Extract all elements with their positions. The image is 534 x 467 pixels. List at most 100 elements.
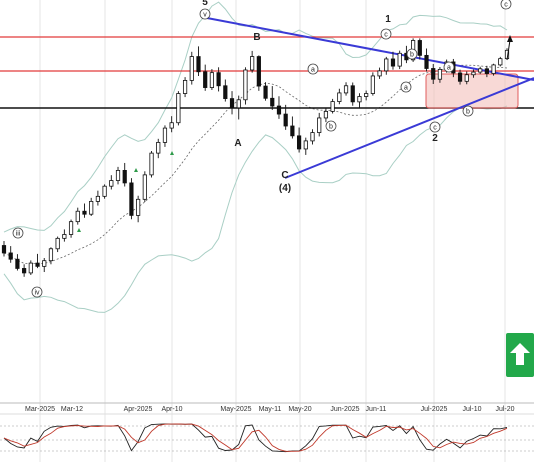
wave-label: 2 bbox=[432, 133, 438, 144]
candle-bullish bbox=[62, 234, 67, 239]
candle-bullish bbox=[142, 174, 147, 200]
candle-bullish bbox=[102, 185, 107, 197]
moving-average-line bbox=[3, 64, 508, 265]
candle-bearish bbox=[8, 252, 13, 260]
candle-bearish bbox=[122, 170, 127, 184]
candle-bearish bbox=[82, 210, 87, 215]
signal-marker bbox=[77, 228, 81, 232]
candle-bullish bbox=[437, 68, 443, 80]
oscillator-line bbox=[3, 423, 508, 453]
wave-circle bbox=[12, 227, 24, 239]
trendline-lower bbox=[284, 77, 534, 179]
x-tick-label: May-2025 bbox=[220, 406, 251, 413]
x-tick-label: Jul-20 bbox=[495, 406, 514, 413]
x-tick-label: Jul-10 bbox=[462, 406, 481, 413]
wave-circle-label: a bbox=[311, 67, 315, 74]
candle-bullish bbox=[89, 200, 94, 215]
breakout-arrow-line bbox=[506, 39, 511, 61]
x-tick-label: Jun-11 bbox=[366, 406, 387, 413]
x-tick-label: Mar-12 bbox=[61, 406, 83, 413]
oscillator-signal-line bbox=[3, 423, 508, 452]
candle-bullish bbox=[136, 198, 141, 216]
wave-label: 1 bbox=[385, 14, 391, 25]
candle-bearish bbox=[223, 85, 228, 99]
arrow-up-icon bbox=[510, 343, 530, 365]
candle-bearish bbox=[22, 268, 27, 274]
wave-circle-label: c bbox=[384, 32, 388, 39]
candle-bullish bbox=[28, 262, 33, 274]
wave-circle-label: c bbox=[504, 2, 508, 9]
candle-bullish bbox=[323, 111, 329, 119]
candle-bearish bbox=[1, 245, 7, 254]
x-tick-label: Jul-2025 bbox=[421, 406, 448, 413]
candle-bearish bbox=[216, 72, 221, 87]
wave-circle-label: b bbox=[410, 52, 414, 59]
wave-circle-label: c bbox=[433, 125, 437, 132]
candle-bullish bbox=[176, 93, 181, 124]
candle-bearish bbox=[229, 98, 235, 109]
candle-bullish bbox=[189, 56, 194, 81]
candle-bullish bbox=[162, 127, 168, 143]
wave-circle-label: b bbox=[466, 109, 470, 116]
wave-circle bbox=[400, 81, 412, 93]
candle-bullish bbox=[377, 70, 382, 77]
candle-bearish bbox=[196, 56, 201, 73]
candle-bullish bbox=[75, 210, 80, 223]
candle-bearish bbox=[203, 71, 208, 88]
breakout-arrow-head bbox=[507, 35, 513, 42]
x-tick-label: Mar-2025 bbox=[25, 406, 55, 413]
signal-marker bbox=[170, 151, 174, 155]
x-tick-label: May-11 bbox=[259, 406, 282, 413]
wave-circle-label: a bbox=[404, 85, 408, 92]
candle-bullish bbox=[209, 72, 215, 88]
candle-bullish bbox=[182, 80, 188, 94]
wave-label: C bbox=[281, 170, 288, 181]
x-tick-label: Apr-10 bbox=[161, 406, 182, 413]
wave-label: 5 bbox=[202, 0, 208, 8]
candle-bearish bbox=[276, 105, 282, 115]
candle-bearish bbox=[283, 113, 288, 127]
candle-bullish bbox=[109, 180, 114, 187]
wave-label: B bbox=[253, 32, 260, 43]
candle-bullish bbox=[42, 260, 47, 267]
candle-bearish bbox=[270, 97, 275, 107]
candle-bullish bbox=[364, 93, 369, 97]
candle-bearish bbox=[290, 125, 295, 137]
candle-bullish bbox=[48, 248, 54, 262]
wave-circle bbox=[429, 121, 441, 133]
candle-bullish bbox=[330, 101, 335, 112]
candle-bullish bbox=[95, 195, 100, 202]
candle-bearish bbox=[129, 182, 134, 216]
candle-bearish bbox=[263, 85, 268, 99]
wave-circle-label: a bbox=[447, 65, 451, 72]
candle-bearish bbox=[484, 68, 489, 74]
candle-bullish bbox=[343, 85, 349, 94]
candle-bullish bbox=[149, 152, 154, 176]
candle-bullish bbox=[156, 141, 161, 154]
wave-circle-label: iii bbox=[16, 231, 21, 238]
wave-circle bbox=[325, 120, 337, 132]
wave-circle-label: iv bbox=[34, 290, 40, 297]
wave-circle bbox=[31, 286, 43, 298]
wave-circle-label: b bbox=[329, 124, 333, 131]
bollinger-upper-band bbox=[3, 1, 508, 233]
candle-bearish bbox=[417, 40, 422, 56]
candle-bearish bbox=[15, 258, 20, 269]
candle-bullish bbox=[491, 64, 496, 74]
candle-bearish bbox=[431, 68, 436, 80]
candle-bullish bbox=[478, 68, 483, 73]
candle-bullish bbox=[464, 74, 469, 82]
candle-bullish bbox=[370, 75, 375, 94]
candle-bullish bbox=[68, 221, 74, 235]
candle-bullish bbox=[310, 132, 315, 142]
wave-circle bbox=[406, 48, 418, 60]
candle-bullish bbox=[317, 117, 322, 133]
x-tick-label: May-20 bbox=[288, 406, 311, 413]
buy-button[interactable] bbox=[506, 333, 534, 377]
candle-bullish bbox=[357, 96, 362, 103]
candle-bullish bbox=[236, 99, 241, 109]
candle-bullish bbox=[337, 92, 342, 102]
wave-circle bbox=[500, 0, 512, 10]
